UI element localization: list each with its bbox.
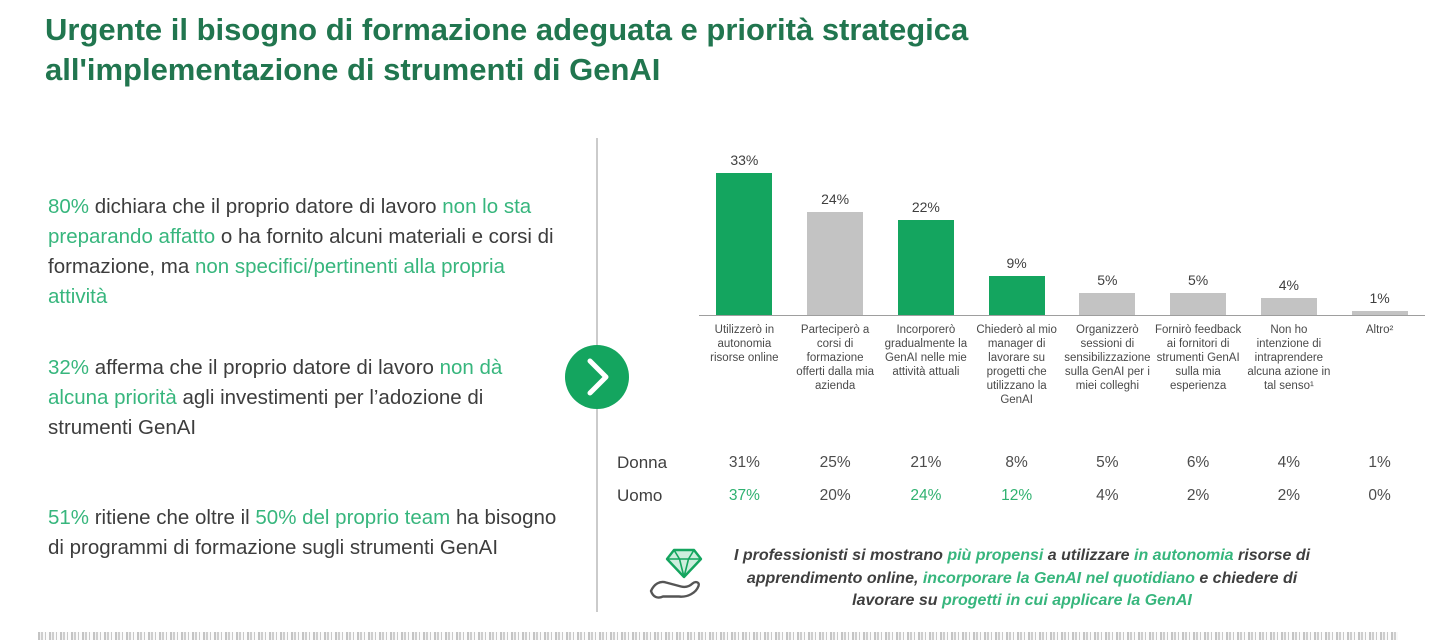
- highlight-text: 32%: [48, 356, 90, 379]
- table-cell: 20%: [819, 487, 851, 504]
- bar-chart: 33% 24% 22% 9% 5% 5% 4% 1% Utilizzerò in autono…: [699, 146, 1425, 407]
- bar: [1260, 298, 1317, 315]
- table-cell: 24%: [910, 487, 942, 504]
- table-cell: 4%: [1096, 487, 1119, 504]
- bar: [1351, 311, 1408, 315]
- table-cell: 21%: [910, 454, 942, 471]
- stat-block-51: 51% ritiene che oltre il 50% del proprio…: [48, 503, 564, 563]
- category-label: Organizzerò sessioni di sensibilizzazion…: [1064, 324, 1151, 392]
- chevron-right-icon: [587, 358, 609, 396]
- bar-value-label: 5%: [1188, 272, 1209, 288]
- table-cell: 6%: [1186, 454, 1210, 471]
- table-row-label: Donna: [617, 453, 668, 472]
- plain-text: e chiedere di lavorare su: [852, 569, 1298, 610]
- note-text: I professionisti si mostrano più propens…: [722, 545, 1322, 613]
- bar: [897, 220, 954, 315]
- bar: [1170, 293, 1227, 315]
- table-cell: 2%: [1277, 487, 1301, 504]
- bar-value-label: 9%: [1006, 255, 1027, 271]
- plain-text: afferma che il proprio datore di lavoro: [89, 356, 440, 379]
- table-cell: 0%: [1368, 487, 1391, 504]
- table-row-label: Uomo: [617, 486, 663, 505]
- cropped-footnote-text: [38, 632, 1398, 640]
- category-label: Chiederò al mio manager di lavorare su p…: [976, 324, 1057, 406]
- plain-text: risorse di apprendimento online,: [746, 547, 1311, 587]
- category-label: Incorporerò gradualmente la GenAI nelle …: [884, 324, 968, 378]
- plain-text: a utilizzare: [1043, 547, 1135, 564]
- bar: [716, 173, 773, 315]
- bar-column: 9%: [971, 255, 1062, 315]
- highlight-text: 51%: [48, 506, 90, 529]
- stat-block-80: 80% dichiara che il proprio datore di la…: [48, 192, 564, 312]
- bar: [988, 276, 1045, 315]
- plain-text: I professionisti si mostrano: [733, 547, 948, 564]
- bar-value-label: 4%: [1278, 277, 1299, 293]
- bar-column: 22%: [881, 199, 972, 315]
- bar: [807, 212, 864, 315]
- bar-column: 24%: [790, 191, 881, 315]
- table-cell: 8%: [1005, 454, 1028, 471]
- bar-column: 1%: [1334, 290, 1425, 315]
- bar-value-label: 24%: [821, 191, 850, 207]
- highlight-text: non specifici/pertinenti alla propria at…: [48, 255, 505, 308]
- highlight-text: 50% del proprio team: [255, 506, 451, 529]
- highlight-text: non lo sta preparando affatto: [48, 195, 532, 248]
- bar-column: 5%: [1153, 272, 1244, 315]
- highlight-text: 80%: [48, 195, 90, 218]
- bar-column: 4%: [1244, 277, 1335, 315]
- bar-plot-row: 33% 24% 22% 9% 5% 5% 4% 1%: [699, 146, 1425, 315]
- table-cell: 1%: [1368, 454, 1391, 471]
- table-cell: 37%: [728, 487, 760, 504]
- stat-block-32: 32% afferma che il proprio datore di lav…: [48, 353, 564, 443]
- category-label: Non ho intenzione di intraprendere alcun…: [1247, 324, 1331, 392]
- hand-holding-diamond-icon: [649, 548, 703, 599]
- chevron-circle: [565, 345, 629, 409]
- table-cell: 31%: [728, 454, 760, 471]
- bar-column: 5%: [1062, 272, 1153, 315]
- highlight-text: incorporare la GenAI nel quotidiano: [922, 569, 1195, 587]
- plain-text: dichiara che il proprio datore di lavoro: [89, 195, 443, 218]
- category-labels-row: Utilizzerò in autonomia risorse online Pa…: [699, 316, 1425, 407]
- page-title: Urgente il bisogno di formazione adeguat…: [45, 12, 969, 88]
- highlight-text: in autonomia: [1134, 547, 1234, 564]
- bar: [1079, 293, 1136, 315]
- table-cell: 12%: [1001, 487, 1033, 504]
- gender-table: Donna 31% 25% 21% 8% 5% 6% 4% 1% Uomo 37% 20% 24% 12%…: [617, 446, 1425, 512]
- category-label: Utilizzerò in autonomia risorse online: [710, 324, 779, 364]
- plain-text: ritiene che oltre il: [89, 506, 256, 529]
- highlight-text: progetti in cui applicare la GenAI: [942, 592, 1192, 609]
- bar-value-label: 22%: [911, 199, 940, 215]
- plain-text: ha bisogno di programmi di formazione su…: [48, 506, 557, 559]
- plain-text: o ha fornito alcuni materiali e corsi di…: [48, 225, 554, 278]
- highlight-text: più propensi: [947, 547, 1044, 564]
- category-label: Fornirò feedback ai fornitori di strumen…: [1154, 324, 1242, 392]
- table-cell: 5%: [1096, 454, 1119, 471]
- plain-text: agli investimenti per l’adozione di stru…: [48, 386, 484, 439]
- bar-value-label: 33%: [730, 152, 759, 168]
- category-label: Altro²: [1365, 324, 1394, 336]
- category-label: Parteciperò a corsi di formazione offert…: [796, 324, 875, 392]
- table-cell: 4%: [1277, 454, 1301, 471]
- chart-x-axis: [699, 315, 1425, 316]
- table-cell: 25%: [819, 454, 851, 471]
- bar-value-label: 5%: [1097, 272, 1118, 288]
- bar-column: 33%: [699, 152, 790, 315]
- highlight-text: non dà alcuna priorità: [48, 356, 503, 409]
- bar-value-label: 1%: [1369, 290, 1390, 306]
- table-cell: 2%: [1186, 487, 1210, 504]
